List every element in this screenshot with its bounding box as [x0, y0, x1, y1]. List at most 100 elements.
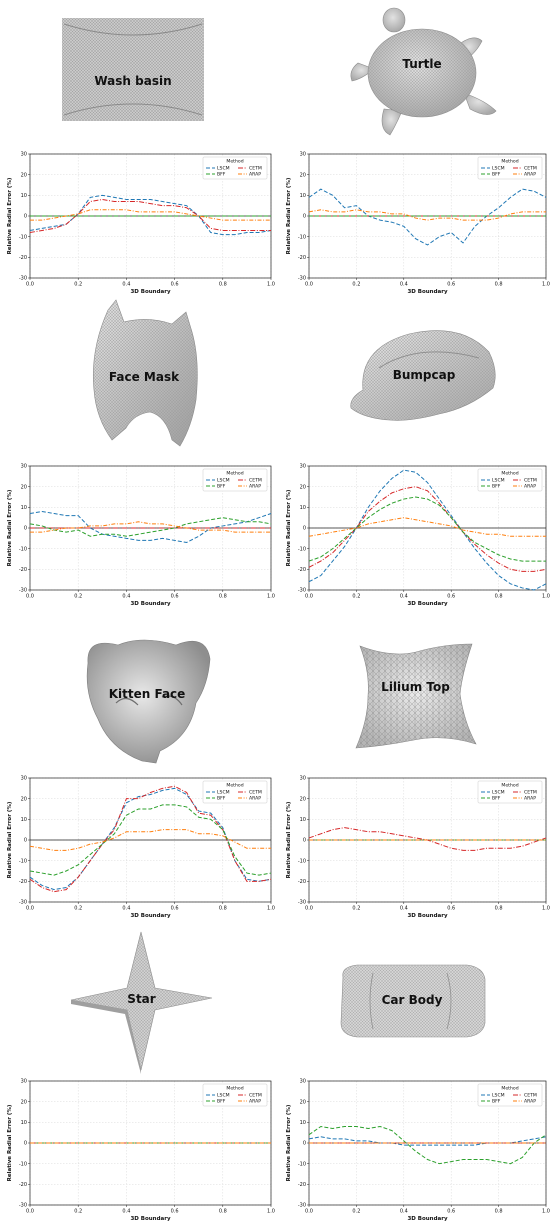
y-tick-label: 30: [21, 776, 27, 782]
y-tick-label: -20: [298, 567, 306, 573]
series-line-lscm: [308, 188, 547, 246]
y-tick-label: 10: [21, 505, 27, 511]
legend-box: [202, 156, 268, 180]
y-axis-label: Relative Radial Error (%): [286, 1104, 292, 1181]
chart-svg: 0.0 0.2 0.4 0.6 0.8 1.0 -30 -20 -10 0 10 20 30 3D Bou…: [7, 1079, 275, 1222]
x-axis-label: 3D Boundary: [407, 289, 447, 295]
y-tick-label: 0: [303, 838, 306, 844]
bumpcap-render: Bumpcap: [349, 328, 499, 424]
legend-box: [202, 1083, 268, 1107]
x-tick-label: 0.8: [219, 1209, 227, 1215]
series-line-bff: [308, 496, 546, 562]
y-tick-label: 0: [24, 1141, 27, 1147]
face-mask-mesh-icon: [92, 299, 198, 447]
y-tick-label: 0: [303, 526, 306, 532]
legend-title: Method: [501, 1086, 518, 1092]
legend-label-arap: ARAP: [524, 172, 536, 178]
series-line-cetm: [308, 827, 547, 851]
x-tick-label: 0.8: [495, 1209, 503, 1215]
legend-label-lscm: LSCM: [217, 790, 230, 796]
legend-label-lscm: LSCM: [217, 166, 230, 172]
y-tick-label: 30: [300, 776, 306, 782]
series-line-bff: [308, 1125, 547, 1165]
legend-label-arap: ARAP: [249, 172, 261, 178]
y-tick-label: 10: [300, 505, 306, 511]
series-line-arap: [308, 517, 546, 537]
series-line-cetm: [29, 785, 272, 893]
y-tick-label: 20: [21, 1099, 27, 1105]
legend-label-bff: BFF: [217, 1099, 226, 1105]
y-tick-label: 10: [21, 1120, 27, 1126]
x-tick-label: 1.0: [267, 1209, 275, 1215]
lilium-top-mesh-icon: [355, 643, 477, 749]
y-tick-label: -30: [298, 588, 306, 594]
legend-label-arap: ARAP: [249, 484, 261, 490]
legend-box: [202, 468, 268, 492]
legend-label-cetm: CETM: [524, 166, 537, 172]
x-tick-label: 0.4: [400, 906, 408, 912]
y-tick-label: 0: [303, 1141, 306, 1147]
x-tick-label: 0.2: [74, 1209, 82, 1215]
y-tick-label: -10: [19, 1161, 27, 1167]
series-line-cetm: [308, 486, 547, 572]
legend-label-bff: BFF: [492, 796, 501, 802]
chart-kitten-face: 0.0 0.2 0.4 0.6 0.8 1.0 -30 -20 -10 0 10 20 30 3D Bou…: [0, 772, 275, 920]
y-axis-label: Relative Radial Error (%): [7, 177, 13, 254]
y-tick-label: 20: [21, 172, 27, 178]
x-tick-label: 0.0: [305, 594, 313, 600]
x-tick-label: 0.2: [74, 906, 82, 912]
y-tick-label: 20: [300, 1099, 306, 1105]
x-tick-label: 1.0: [542, 906, 550, 912]
face-mask-label: Face Mask: [108, 370, 180, 384]
chart-svg: 0.0 0.2 0.4 0.6 0.8 1.0 -30 -20 -10 0 10 20 30 3D Bou…: [286, 152, 550, 295]
chart-svg: 0.0 0.2 0.4 0.6 0.8 1.0 -30 -20 -10 0 10 20 30 3D Bou…: [7, 464, 275, 607]
series-line-lscm: [29, 510, 272, 543]
y-tick-label: 10: [300, 193, 306, 199]
star-render: Star: [70, 931, 213, 1074]
star-mesh-icon: [70, 931, 213, 1074]
face-mask-render: Face Mask: [88, 299, 200, 448]
x-tick-label: 0.4: [122, 1209, 130, 1215]
legend-title: Method: [226, 159, 243, 165]
bumpcap-label: Bumpcap: [392, 368, 456, 382]
y-tick-label: -20: [19, 567, 27, 573]
legend-label-arap: ARAP: [524, 484, 536, 490]
y-tick-label: 10: [300, 817, 306, 823]
x-tick-label: 0.2: [74, 594, 82, 600]
lilium-top-label: Lilium Top: [381, 680, 450, 694]
y-tick-label: 10: [21, 817, 27, 823]
y-tick-label: -10: [19, 546, 27, 552]
y-axis-label: Relative Radial Error (%): [7, 1104, 13, 1181]
lilium-top-render: Lilium Top: [352, 638, 479, 751]
legend-label-lscm: LSCM: [492, 166, 505, 172]
y-tick-label: -20: [298, 255, 306, 261]
legend-title: Method: [501, 783, 518, 789]
x-axis-label: 3D Boundary: [130, 913, 170, 919]
series-line-bff: [29, 517, 272, 537]
x-tick-label: 0.4: [122, 594, 130, 600]
x-tick-label: 0.0: [26, 594, 34, 600]
turtle-mesh-icon: [350, 7, 497, 136]
y-tick-label: -20: [298, 879, 306, 885]
legend-box: [477, 780, 543, 804]
legend-label-bff: BFF: [492, 1099, 501, 1105]
legend-label-lscm: LSCM: [492, 478, 505, 484]
chart-lilium-top: 0.0 0.2 0.4 0.6 0.8 1.0 -30 -20 -10 0 10 20 30 3D Bou…: [279, 772, 550, 920]
chart-turtle: 0.0 0.2 0.4 0.6 0.8 1.0 -30 -20 -10 0 10 20 30 3D Bou…: [279, 148, 550, 296]
x-tick-label: 0.6: [171, 282, 179, 288]
series-line-lscm: [308, 469, 547, 591]
legend-box: [477, 468, 543, 492]
star-label: Star: [127, 992, 156, 1006]
x-tick-label: 0.4: [122, 282, 130, 288]
x-tick-label: 0.6: [447, 594, 455, 600]
y-tick-label: 0: [24, 838, 27, 844]
x-tick-label: 0.0: [305, 906, 313, 912]
x-axis-label: 3D Boundary: [407, 601, 447, 607]
series-line-arap: [29, 829, 271, 851]
legend-box: [477, 156, 543, 180]
x-tick-label: 0.4: [400, 594, 408, 600]
x-tick-label: 0.8: [219, 282, 227, 288]
car-body-mesh-icon: [340, 964, 486, 1038]
y-tick-label: -10: [298, 234, 306, 240]
y-tick-label: -30: [19, 900, 27, 906]
